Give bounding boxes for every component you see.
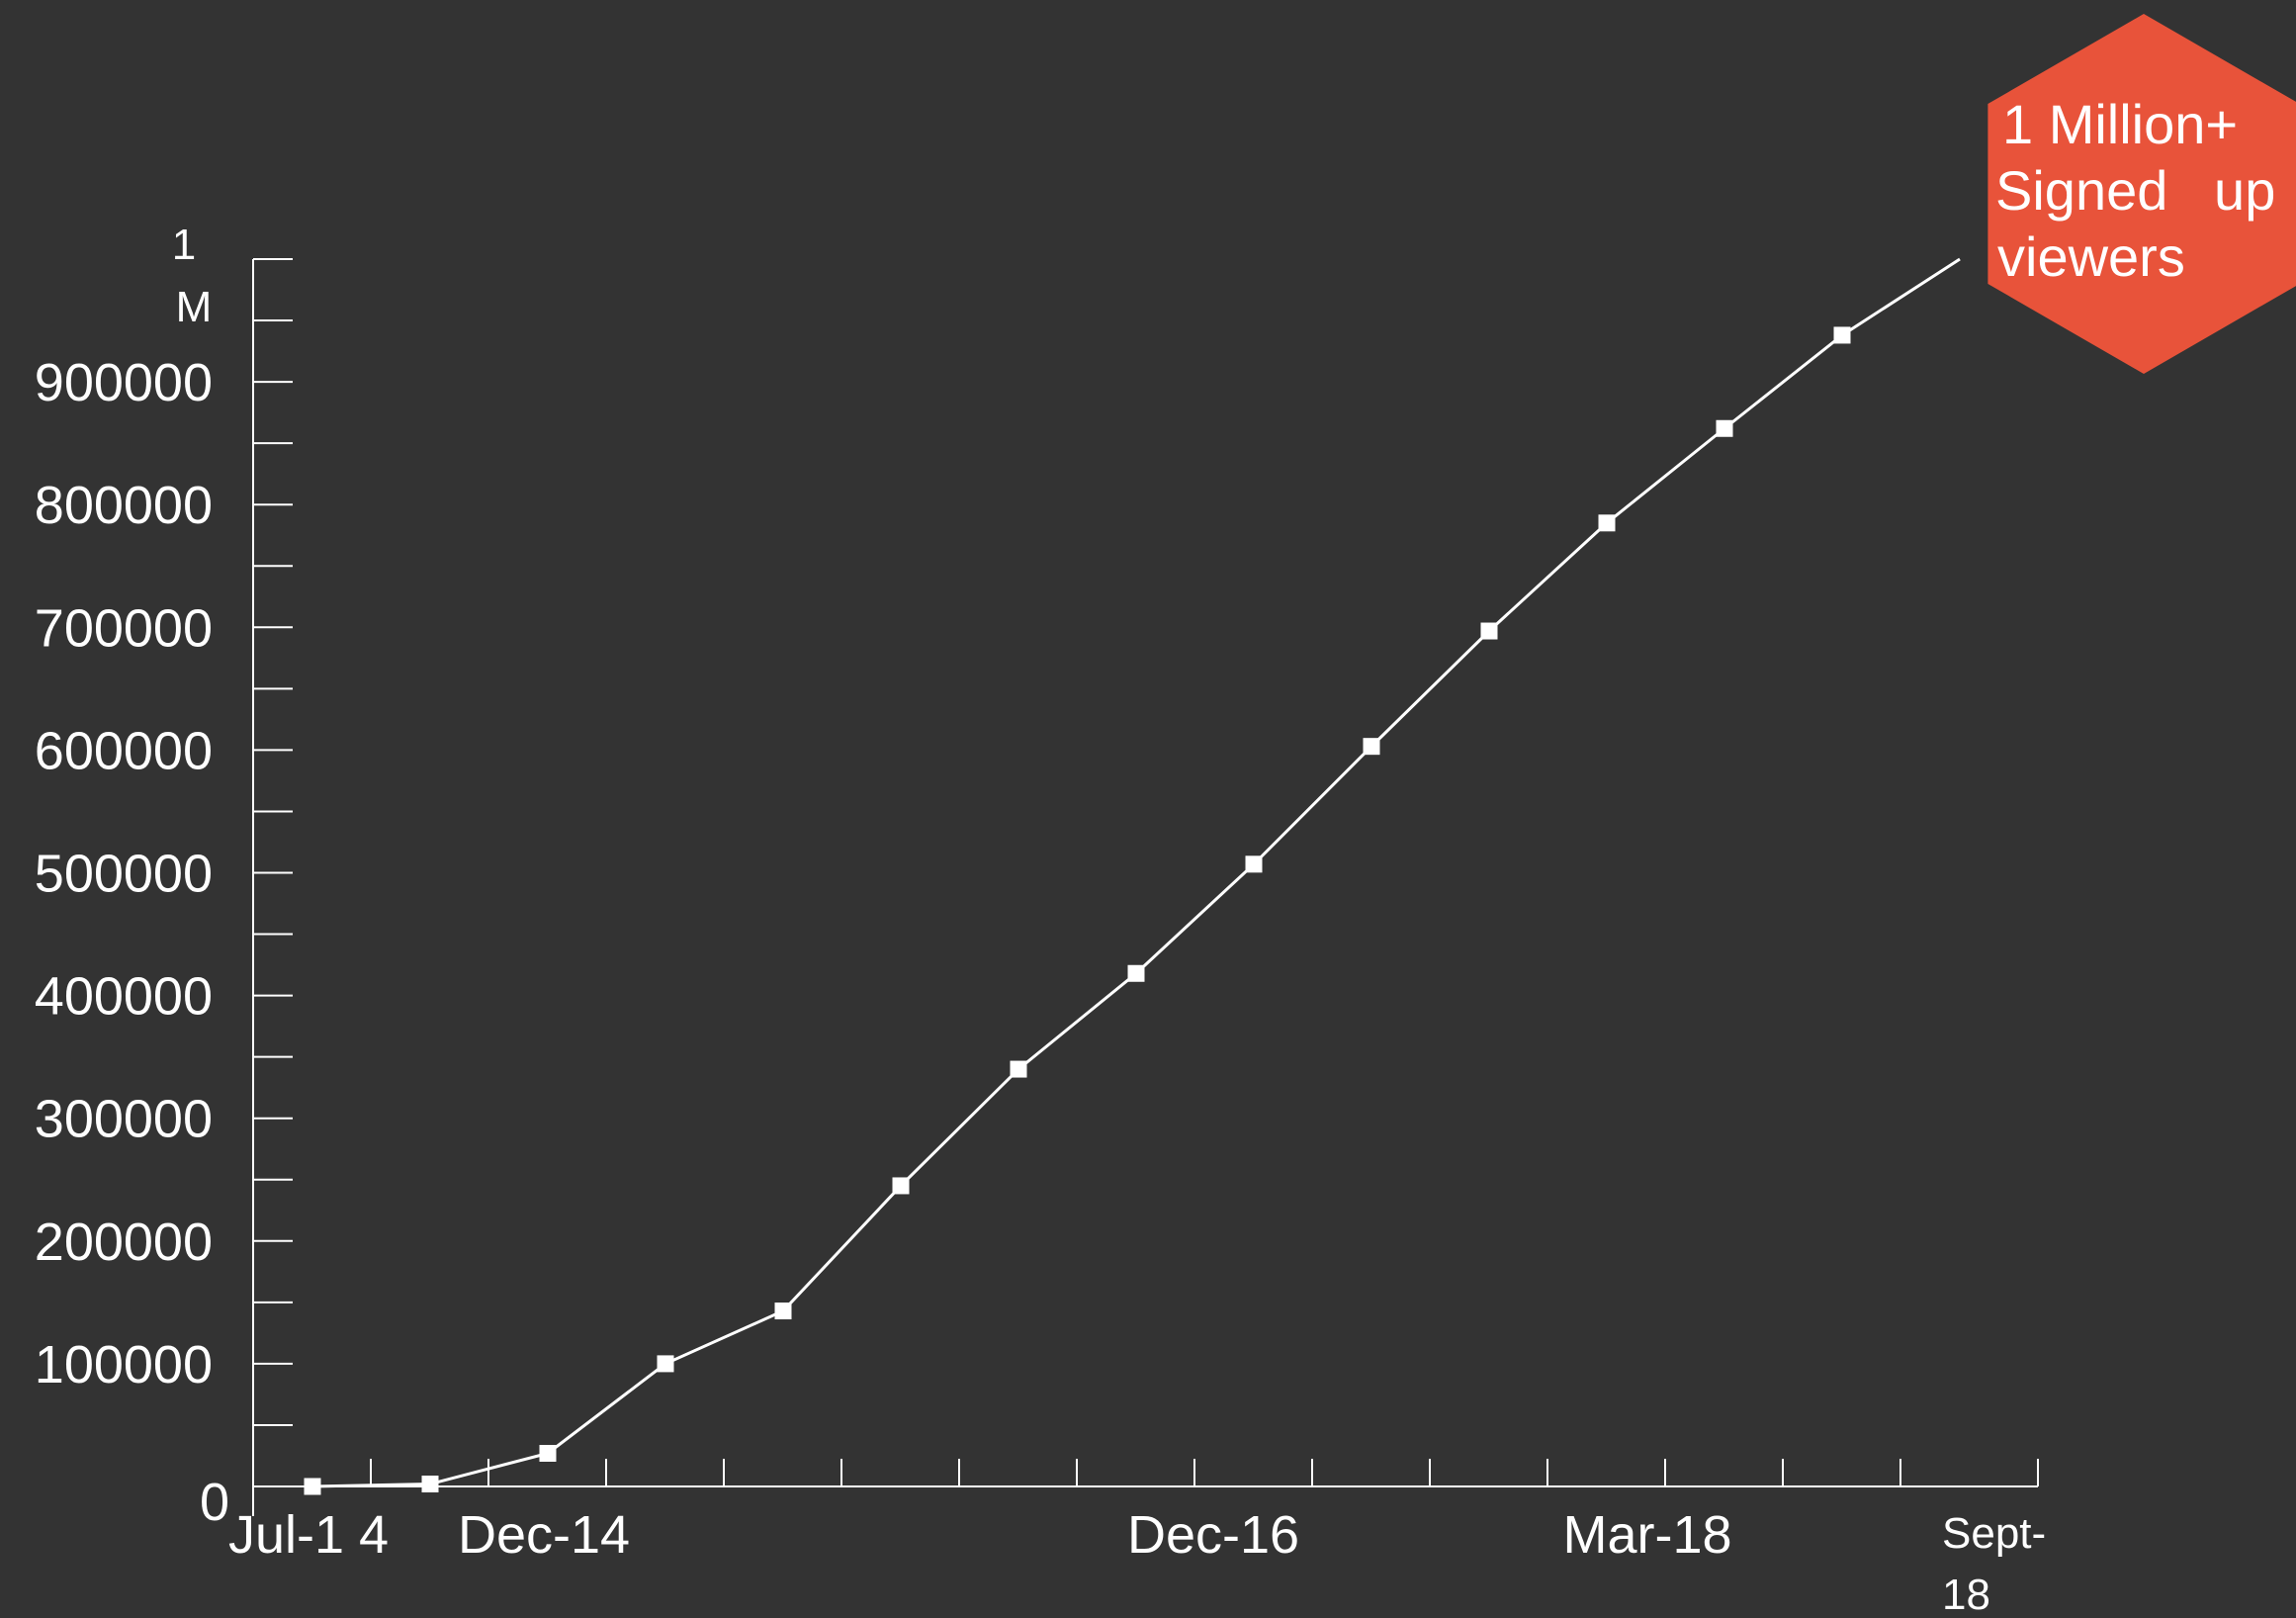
x-tick-label: Jul-1 4 (228, 1505, 389, 1565)
data-point (1010, 1060, 1027, 1078)
data-point (304, 1478, 321, 1495)
axes (252, 259, 2038, 1516)
badge-line-1: 1 Million+ (2002, 93, 2238, 155)
badge-line-3: viewers (1997, 225, 2185, 288)
y-tick-label: 700000 (35, 598, 213, 658)
y-tick-label: 0 (200, 1473, 229, 1532)
data-point (1480, 622, 1498, 640)
y-top-label-2: M (176, 283, 213, 331)
y-tick-label: 400000 (35, 967, 213, 1027)
y-top-label-1: 1 (172, 221, 196, 269)
data-point (539, 1444, 557, 1462)
data-point (892, 1177, 910, 1195)
y-tick-label: 900000 (35, 353, 213, 412)
data-point (421, 1476, 439, 1493)
data-point (1363, 738, 1380, 756)
data-point (1598, 514, 1616, 532)
data-points (304, 326, 1851, 1495)
data-point (1245, 855, 1263, 873)
million-badge: 1 Million+ Signed up viewers (1987, 14, 2296, 374)
data-point (774, 1303, 792, 1320)
y-tick-label: 100000 (35, 1335, 213, 1394)
y-tick-label: 300000 (35, 1090, 213, 1149)
x-tick-label: Sept- (1942, 1509, 2046, 1558)
x-tick-label: 18 (1942, 1571, 1990, 1618)
y-tick-label: 600000 (35, 721, 213, 780)
x-tick-label: Dec-16 (1127, 1505, 1299, 1565)
data-point (1127, 964, 1145, 982)
data-point (657, 1355, 674, 1373)
y-tick-label: 200000 (35, 1213, 213, 1272)
y-axis-ticks: 0 100000 200000 300000 400000 500000 600000 700… (35, 221, 293, 1532)
x-tick-label: Dec-14 (458, 1505, 630, 1565)
data-point (1716, 419, 1733, 437)
x-tick-label: Mar-18 (1562, 1505, 1731, 1565)
x-axis-ticks: Jul-1 4 Dec-14 Dec-16 Mar-18 Sept- 18 (228, 1459, 2046, 1618)
badge-line-2: Signed up (1995, 159, 2275, 222)
data-point (1833, 326, 1851, 344)
y-tick-label: 500000 (35, 845, 213, 904)
y-tick-label: 800000 (35, 476, 213, 535)
badge-hexagon (1987, 14, 2296, 374)
